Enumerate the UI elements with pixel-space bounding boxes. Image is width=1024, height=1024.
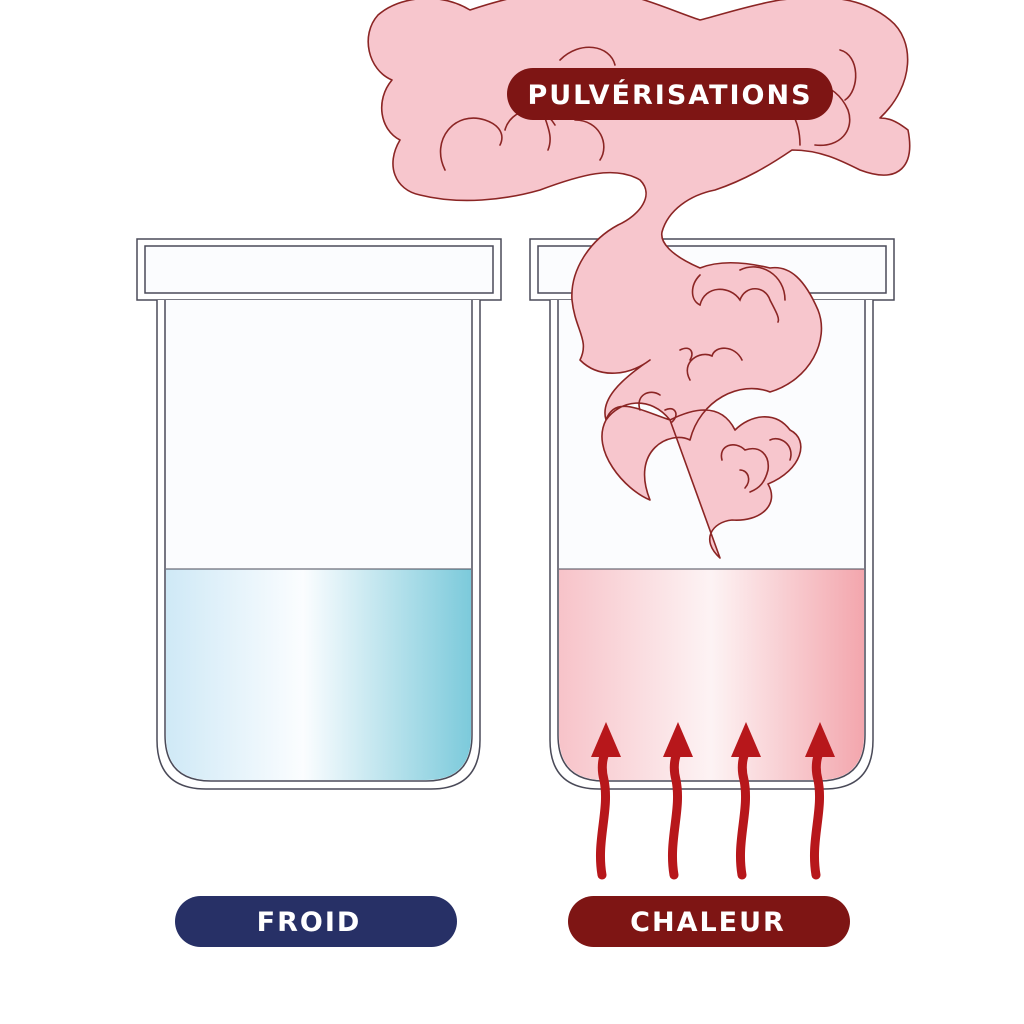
spray-label-text: PULVÉRISATIONS bbox=[527, 79, 812, 111]
hot-liquid bbox=[559, 569, 864, 780]
heat-arrow-icon bbox=[591, 722, 621, 880]
heat-arrow-icon bbox=[731, 722, 761, 880]
cold-liquid bbox=[166, 569, 471, 780]
heat-arrows bbox=[591, 722, 835, 880]
cold-label-text: FROID bbox=[257, 907, 362, 938]
cold-label: FROID bbox=[175, 896, 457, 947]
heat-arrow-icon bbox=[663, 722, 693, 880]
cold-beaker bbox=[136, 238, 502, 790]
heat-label-text: CHALEUR bbox=[630, 907, 786, 938]
spray-label: PULVÉRISATIONS bbox=[507, 68, 833, 120]
heat-label: CHALEUR bbox=[568, 896, 850, 947]
heat-arrow-icon bbox=[805, 722, 835, 880]
